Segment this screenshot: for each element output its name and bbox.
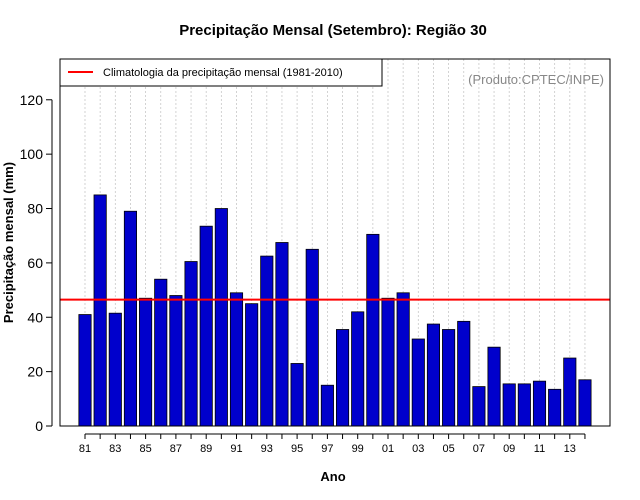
legend-box xyxy=(59,58,383,87)
bar-86 xyxy=(154,278,168,427)
x-tick-label: 01 xyxy=(382,443,394,455)
x-tick-label: 83 xyxy=(109,443,121,455)
bar-01 xyxy=(381,297,395,427)
bar-81 xyxy=(78,314,92,427)
bar-02 xyxy=(396,292,410,427)
x-axis: 81 83 85 87 89 91 93 95 97 99 01 03 05 07 09 11 13 xyxy=(79,433,586,455)
bar-94 xyxy=(275,242,289,427)
bar-92 xyxy=(245,303,259,427)
bar-97 xyxy=(320,384,334,427)
x-tick-label: 97 xyxy=(321,443,333,455)
x-axis-label: Ano xyxy=(320,469,345,484)
x-tick-label: 93 xyxy=(261,443,273,455)
credit-text: (Produto:CPTEC/INPE) xyxy=(468,72,604,87)
y-tick-label: 0 xyxy=(35,418,43,434)
bar-00 xyxy=(366,233,380,427)
bar-96 xyxy=(305,248,319,427)
bar-82 xyxy=(93,194,107,427)
bar-85 xyxy=(139,297,153,427)
bar-05 xyxy=(442,329,456,427)
y-tick-label: 100 xyxy=(20,146,44,162)
bar-87 xyxy=(169,295,183,427)
y-axis-label: Precipitação mensal (mm) xyxy=(1,162,16,323)
legend: Climatologia da precipitação mensal (198… xyxy=(59,58,383,87)
bar-11 xyxy=(532,380,547,427)
y-tick-label: 20 xyxy=(27,364,43,380)
bar-07 xyxy=(472,386,486,427)
bar-98 xyxy=(335,329,350,427)
x-tick-label: 81 xyxy=(79,443,91,455)
x-tick-label: 09 xyxy=(503,443,515,455)
x-tick-label: 89 xyxy=(200,443,212,455)
bar-84 xyxy=(123,210,138,427)
chart-title: Precipitação Mensal (Setembro): Região 3… xyxy=(179,22,487,39)
bar-14 xyxy=(578,379,592,427)
bar-88 xyxy=(184,261,198,427)
x-tick-label: 13 xyxy=(564,443,576,455)
x-tick-label: 95 xyxy=(291,443,303,455)
bar-10 xyxy=(517,383,531,427)
x-tick-label: 85 xyxy=(139,443,151,455)
bar-13 xyxy=(563,357,577,427)
x-tick-label: 07 xyxy=(473,443,485,455)
bar-12 xyxy=(548,388,562,427)
y-axis: 0 20 40 60 80 100 120 xyxy=(20,92,53,434)
x-tick-label: 11 xyxy=(534,443,545,455)
y-tick-label: 60 xyxy=(27,255,43,271)
bar-04 xyxy=(426,323,440,427)
y-tick-label: 40 xyxy=(27,309,43,325)
bar-06 xyxy=(457,320,471,427)
bar-08 xyxy=(487,346,501,427)
bar-99 xyxy=(351,311,365,427)
y-tick-label: 120 xyxy=(20,92,44,108)
bar-89 xyxy=(199,225,213,427)
bar-90 xyxy=(214,208,228,427)
x-tick-label: 99 xyxy=(352,443,364,455)
bar-93 xyxy=(260,255,274,427)
x-tick-label: 03 xyxy=(412,443,424,455)
x-tick-label: 05 xyxy=(442,443,454,455)
bar-03 xyxy=(411,338,425,427)
legend-label: Climatologia da precipitação mensal (198… xyxy=(103,67,343,79)
bar-95 xyxy=(290,363,304,427)
bar-09 xyxy=(502,383,516,427)
x-tick-label: 91 xyxy=(230,443,242,455)
y-tick-label: 80 xyxy=(27,201,43,217)
bars xyxy=(78,194,592,427)
bar-91 xyxy=(229,292,244,427)
x-tick-label: 87 xyxy=(170,443,182,455)
bar-83 xyxy=(108,312,122,427)
